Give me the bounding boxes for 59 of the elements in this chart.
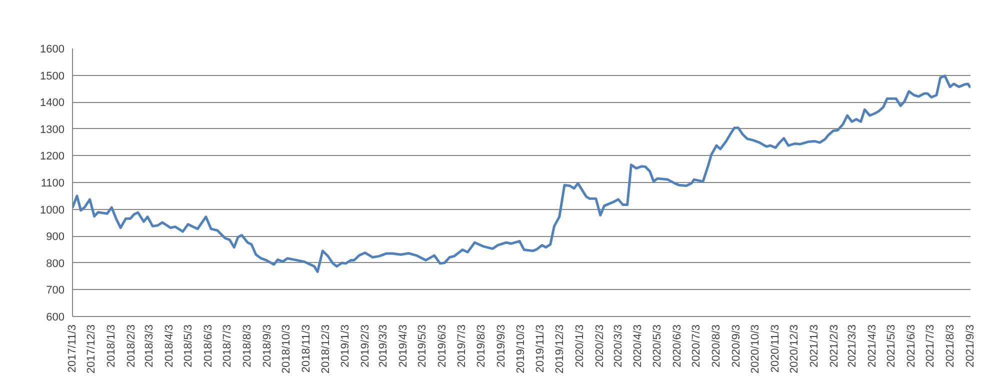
x-tick-label: 2021/5/3 <box>886 324 898 368</box>
x-tick-label: 2019/5/3 <box>416 324 429 368</box>
x-tick-label: 2020/8/3 <box>710 324 722 368</box>
x-tick-label: 2019/3/3 <box>378 324 390 368</box>
y-tick-label: 1300 <box>40 124 65 136</box>
y-tick-label: 1000 <box>40 204 65 216</box>
y-tick-label: 1100 <box>40 178 64 190</box>
x-tick-label: 2019/11/3 <box>534 324 547 373</box>
y-tick-label: 1600 <box>40 44 65 56</box>
y-tick-label: 1500 <box>40 70 65 82</box>
x-tick-label: 2019/4/3 <box>397 324 410 368</box>
x-tick-label: 2021/2/3 <box>828 324 841 368</box>
line-series <box>72 74 970 273</box>
x-tick-label: 2018/5/3 <box>182 324 195 368</box>
x-tick-label: 2021/9/3 <box>964 324 976 368</box>
x-tick-label: 2018/9/3 <box>261 324 274 368</box>
x-tick-label: 2021/8/3 <box>944 324 957 368</box>
x-tick-label: 2020/2/3 <box>594 324 606 368</box>
y-tick-label: 800 <box>46 258 65 270</box>
x-tick-label: 2018/4/3 <box>163 324 176 368</box>
x-tick-label: 2020/1/3 <box>574 324 586 368</box>
x-tick-label: 2019/2/3 <box>360 324 372 368</box>
y-tick-label: 700 <box>46 284 65 297</box>
y-tick-label: 1400 <box>40 97 65 110</box>
x-tick-label: 2020/10/3 <box>750 324 762 374</box>
x-tick-label: 2018/11/3 <box>300 324 313 373</box>
y-tick-label: 600 <box>46 312 65 324</box>
x-tick-label: 2018/10/3 <box>280 324 293 374</box>
x-tick-label: 2018/6/3 <box>202 324 214 368</box>
x-tick-label: 2019/7/3 <box>456 324 468 368</box>
x-tick-label: 2019/10/3 <box>514 324 527 374</box>
x-tick-label: 2019/1/3 <box>340 324 352 368</box>
x-tick-label: 2020/12/3 <box>788 324 801 374</box>
x-tick-label: 2020/7/3 <box>690 324 703 368</box>
x-tick-label: 2020/11/3 <box>770 324 782 373</box>
x-tick-label: 2017/12/3 <box>86 324 98 374</box>
x-tick-label: 2021/4/3 <box>866 324 878 368</box>
x-tick-label: 2021/1/3 <box>808 324 821 368</box>
x-tick-label: 2021/6/3 <box>905 324 918 368</box>
y-tick-label: 1200 <box>40 150 65 163</box>
x-tick-label: 2020/5/3 <box>651 324 664 368</box>
x-tick-label: 2021/7/3 <box>924 324 937 368</box>
x-tick-label: 2019/9/3 <box>496 324 508 368</box>
x-tick-label: 2021/3/3 <box>846 324 858 368</box>
x-tick-label: 2018/7/3 <box>222 324 234 368</box>
x-tick-label: 2020/3/3 <box>612 324 624 368</box>
x-tick-label: 2018/3/3 <box>143 324 156 368</box>
y-tick-label: 900 <box>46 231 65 244</box>
x-tick-label: 2018/12/3 <box>320 324 332 374</box>
x-tick-label: 2018/1/3 <box>106 324 118 368</box>
x-tick-label: 2020/9/3 <box>730 324 742 368</box>
x-tick-label: 2019/6/3 <box>436 324 449 368</box>
x-tick-label: 2020/4/3 <box>632 324 644 368</box>
x-tick-label: 2019/12/3 <box>554 324 566 374</box>
x-tick-label: 2020/6/3 <box>671 324 684 368</box>
x-tick-label: 2017/11/3 <box>66 324 78 373</box>
x-tick-label: 2018/2/3 <box>126 324 138 368</box>
x-tick-label: 2018/8/3 <box>242 324 254 368</box>
x-tick-label: 2019/8/3 <box>476 324 488 368</box>
